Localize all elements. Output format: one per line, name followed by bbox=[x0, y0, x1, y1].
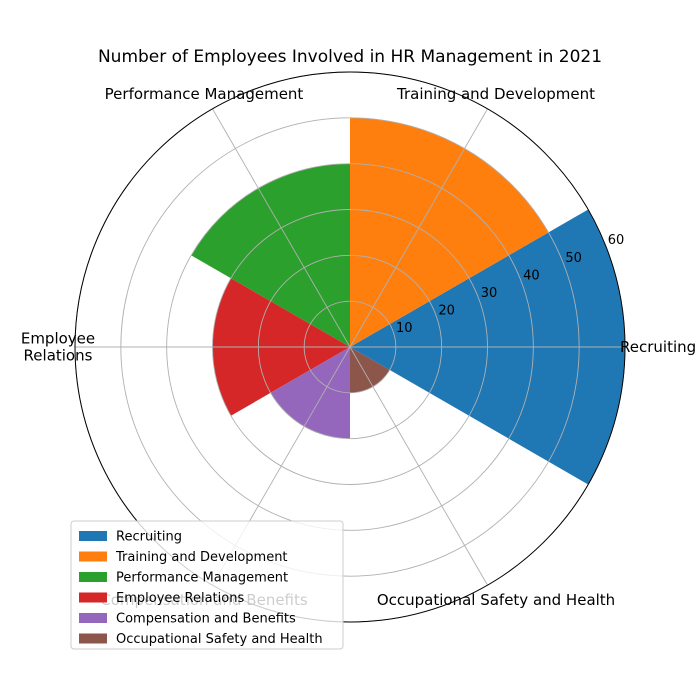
category-label: Recruiting bbox=[620, 338, 696, 356]
category-label: Occupational Safety and Health bbox=[377, 591, 615, 609]
r-tick-label: 50 bbox=[565, 251, 582, 266]
category-label: Employee bbox=[21, 330, 95, 348]
grid-spoke bbox=[212, 108, 351, 348]
legend-label-compensation-and-benefits: Compensation and Benefits bbox=[116, 612, 296, 627]
legend-swatch-employee-relations bbox=[79, 592, 107, 603]
bar-compensation-and-benefits bbox=[270, 347, 350, 439]
legend-label-employee-relations: Employee Relations bbox=[116, 591, 244, 606]
legend-label-training-and-development: Training and Development bbox=[115, 550, 288, 565]
polar-outline bbox=[74, 71, 626, 623]
legend-swatch-training-and-development bbox=[79, 551, 107, 562]
r-tick-label: 40 bbox=[523, 268, 540, 283]
legend-box bbox=[70, 520, 344, 650]
legend-swatch-occupational-safety-and-health bbox=[79, 633, 107, 644]
r-tick-label: 10 bbox=[396, 321, 413, 336]
grid-spoke bbox=[349, 346, 488, 586]
legend-label-performance-management: Performance Management bbox=[116, 571, 288, 586]
bar-training-and-development bbox=[350, 117, 549, 347]
legend-label-occupational-safety-and-health: Occupational Safety and Health bbox=[116, 632, 323, 647]
legend-label-recruiting: Recruiting bbox=[116, 530, 182, 545]
r-tick-label: 30 bbox=[481, 286, 498, 301]
r-tick-label: 60 bbox=[608, 233, 625, 248]
legend-swatch-compensation-and-benefits bbox=[79, 613, 107, 623]
category-label: Relations bbox=[24, 347, 93, 365]
grid-spoke bbox=[349, 108, 488, 348]
legend-swatch-recruiting bbox=[79, 531, 107, 541]
category-label: Training and Development bbox=[396, 85, 595, 103]
r-tick-label: 20 bbox=[438, 303, 455, 318]
chart-title: Number of Employees Involved in HR Manag… bbox=[98, 47, 602, 67]
bar-performance-management bbox=[191, 163, 350, 347]
category-label: Performance Management bbox=[105, 85, 304, 103]
legend-swatch-performance-management bbox=[79, 572, 107, 582]
legend: Recruiting Training and Development Perfor… bbox=[70, 520, 344, 650]
